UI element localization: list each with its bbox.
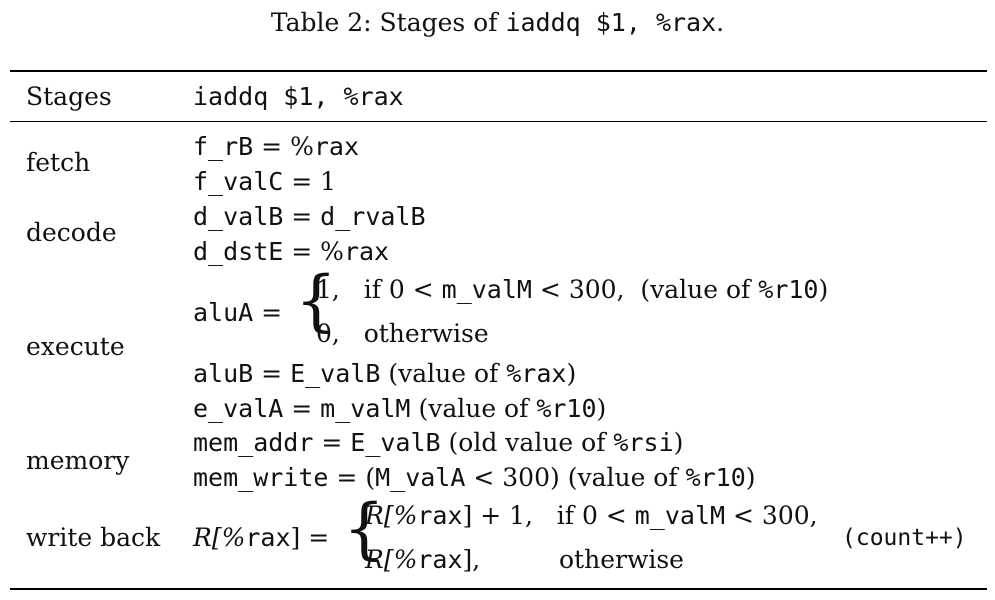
stage-decode: decode — [26, 218, 117, 247]
stage-write-back: write back — [26, 523, 161, 552]
bottom-rule — [10, 588, 987, 590]
table-caption: Table 2: Stages of iaddq $1, %rax. — [0, 8, 995, 37]
writeback-count-note: (count++) — [842, 525, 967, 551]
execute-e-valA: e_valA = m_valM (value of %r10) — [193, 394, 607, 423]
fetch-line-1: f_rB = %rax — [193, 132, 359, 161]
writeback-lhs: R[%rax] = — [193, 523, 330, 552]
writeback-left-brace: { — [343, 490, 385, 567]
writeback-case-1: R[%rax] + 1, if 0 < m_valM < 300, — [365, 501, 818, 530]
decode-line-1: d_valB = d_rvalB — [193, 202, 426, 231]
caption-prefix: Table 2: Stages of — [270, 8, 506, 37]
writeback-case-2-cond: otherwise — [559, 545, 684, 574]
header-stages: Stages — [26, 82, 112, 111]
execute-aluB: aluB = E_valB (value of %rax) — [193, 359, 577, 388]
fetch-line-2: f_valC = 1 — [193, 167, 337, 196]
decode-line-2: d_dstE = %rax — [193, 237, 390, 266]
memory-addr: mem_addr = E_valB (old value of %rsi) — [193, 428, 684, 457]
aluA-case-2: 0, otherwise — [316, 319, 489, 348]
execute-aluA-lhs: aluA = — [193, 298, 283, 327]
caption-code: iaddq $1, %rax — [505, 8, 717, 37]
stage-execute: execute — [26, 332, 125, 361]
top-rule — [10, 70, 987, 72]
aluA-left-brace: { — [295, 262, 337, 339]
header-instruction: iaddq $1, %rax — [193, 82, 404, 111]
stage-fetch: fetch — [26, 148, 91, 177]
memory-write: mem_write = (M_valA < 300) (value of %r1… — [193, 463, 756, 492]
stage-memory: memory — [26, 446, 130, 475]
header-rule — [10, 121, 987, 122]
caption-suffix: . — [716, 8, 725, 37]
writeback-case-2: R[%rax], — [365, 545, 481, 574]
aluA-case-1: 1, if 0 < m_valM < 300, (value of %r10) — [316, 275, 829, 304]
